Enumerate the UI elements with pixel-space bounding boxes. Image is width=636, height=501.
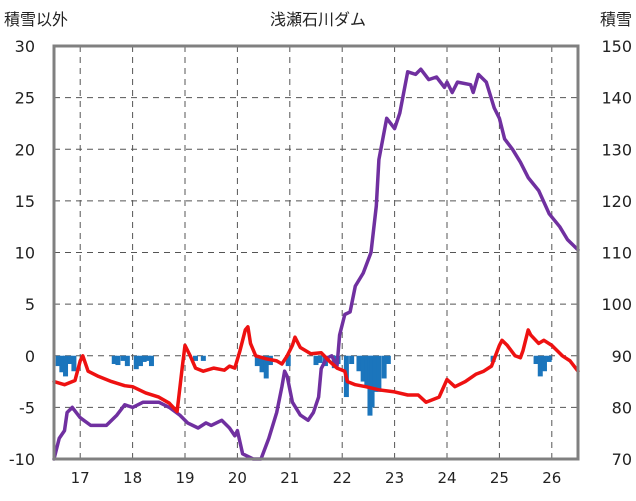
left-tick-label: -10 [9, 450, 35, 469]
x-tick-label: 18 [123, 469, 142, 487]
left-tick-label: -5 [19, 398, 35, 417]
x-tick-label: 17 [71, 469, 90, 487]
x-tick-label: 23 [385, 469, 404, 487]
left-tick-label: 10 [15, 244, 35, 263]
precipitation-bar [376, 355, 382, 392]
series-lines [52, 67, 580, 461]
precipitation-bar [263, 355, 269, 379]
precipitation-bar [546, 355, 552, 362]
right-tick-label: 150 [601, 37, 632, 56]
precipitation-bar [111, 355, 117, 365]
plot-frame [52, 44, 580, 461]
left-axis-label: 積雪以外 [4, 10, 68, 29]
precipitation-bar [369, 355, 375, 408]
right-tick-label: 70 [612, 450, 632, 469]
precipitation-bar [385, 355, 391, 365]
precipitation-bar [59, 355, 65, 373]
temperature-line [52, 325, 580, 414]
right-axis-label: 積雪 [600, 10, 632, 29]
x-tick-label: 20 [228, 469, 247, 487]
right-tick-label: 100 [601, 295, 632, 314]
left-tick-label: 20 [15, 140, 35, 159]
precipitation-bar [349, 355, 355, 365]
right-tick-label: 120 [601, 192, 632, 211]
tick-labels: 17 18 19 20 21 22 23 24 25 26 30 25 20 15 10 5 0 -5 -10 150… [9, 37, 632, 487]
precipitation-bar [360, 355, 366, 382]
precipitation-bar [541, 355, 547, 372]
precipitation-bar [381, 355, 387, 379]
right-tick-label: 110 [601, 244, 632, 263]
precipitation-bar [124, 355, 130, 367]
precipitation-bar [133, 355, 139, 370]
precipitation-bar [141, 355, 147, 362]
grid [54, 46, 578, 459]
precipitation-bars [55, 355, 552, 416]
precipitation-bar [533, 355, 539, 365]
precipitation-bar [285, 355, 291, 367]
precipitation-bar [254, 355, 260, 367]
precipitation-bar [537, 355, 543, 377]
x-tick-label: 21 [280, 469, 299, 487]
precipitation-bar [364, 355, 370, 387]
chart-title: 浅瀬石川ダム [270, 10, 366, 29]
precipitation-bar [63, 355, 69, 377]
x-tick-label: 25 [490, 469, 509, 487]
x-tick-label: 24 [437, 469, 456, 487]
precipitation-bar [137, 355, 143, 367]
right-tick-label: 140 [601, 89, 632, 108]
precipitation-bar [145, 355, 151, 361]
right-tick-label: 90 [612, 347, 632, 366]
precipitation-bar [120, 355, 126, 361]
precipitation-bar [317, 355, 323, 363]
left-tick-label: 25 [15, 89, 35, 108]
precipitation-bar [67, 355, 73, 365]
precipitation-bar [55, 355, 61, 367]
precipitation-bar [148, 355, 154, 367]
right-tick-label: 130 [601, 140, 632, 159]
left-tick-label: 15 [15, 192, 35, 211]
left-tick-label: 30 [15, 37, 35, 56]
left-tick-label: 5 [25, 295, 35, 314]
x-tick-label: 22 [333, 469, 352, 487]
precipitation-bar [372, 355, 378, 392]
x-tick-label: 19 [175, 469, 194, 487]
x-tick-label: 26 [542, 469, 561, 487]
precipitation-bar [71, 355, 77, 372]
precipitation-bar [259, 355, 265, 373]
right-tick-label: 80 [612, 398, 632, 417]
precipitation-bar [313, 355, 319, 366]
precipitation-bar [200, 355, 206, 361]
left-tick-label: 0 [25, 347, 35, 366]
precipitation-bar [192, 355, 198, 361]
precipitation-bar [115, 355, 121, 366]
precipitation-bar [356, 355, 362, 372]
